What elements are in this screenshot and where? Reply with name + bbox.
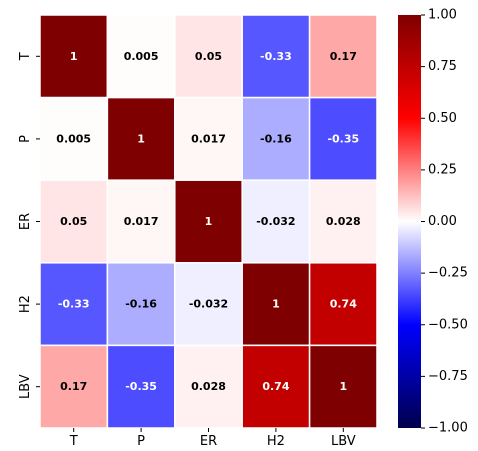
y-tick-label: LBV (18, 374, 33, 399)
cell-value-label: 0.005 (124, 50, 159, 63)
heatmap-cell-H2-H2 (241, 262, 311, 347)
heatmap-cell-LBV-T (39, 344, 109, 429)
x-tick-label: T (69, 434, 78, 449)
heatmap-cell-ER-P (106, 179, 176, 264)
colorbar-tick-label: −1.00 (428, 421, 468, 436)
cell-value-label: 1 (205, 215, 213, 228)
cell-value-label: -0.33 (58, 298, 90, 311)
colorbar-tick-label: 0.00 (428, 214, 457, 229)
heatmap-cell-P-LBV (308, 96, 378, 181)
x-tick-label: LBV (331, 434, 356, 449)
colorbar-gradient (398, 15, 421, 428)
x-tick-label: ER (200, 434, 217, 449)
colorbar: 1.00 0.75 0.50 0.25 0.00 −0.25 −0.50 −0.75 −1.00 (398, 8, 468, 436)
colorbar-tick-label: 0.50 (428, 111, 457, 126)
cell-value-label: -0.35 (327, 132, 359, 145)
cell-value-label: 0.005 (56, 132, 91, 145)
cell-value-label: 0.017 (124, 215, 159, 228)
y-tick-label: P (18, 135, 33, 143)
cell-value-label: 0.05 (195, 50, 222, 63)
y-tick-label: T (18, 52, 33, 61)
heatmap-cell-H2-LBV (308, 262, 378, 347)
heatmap-cell-T-ER (174, 14, 243, 99)
cell-value-label: -0.16 (125, 298, 157, 311)
y-axis: T P ER H2 LBV (18, 52, 40, 399)
colorbar-tick-label: −0.75 (428, 369, 468, 384)
cell-value-label: 0.028 (326, 215, 361, 228)
heatmap-cell-T-T (39, 14, 109, 99)
cell-value-label: -0.33 (260, 50, 292, 63)
cell-value-label: 1 (272, 298, 280, 311)
x-tick-label: H2 (267, 434, 285, 449)
x-tick-label: P (137, 434, 145, 449)
cell-value-label: -0.032 (189, 298, 228, 311)
cell-value-label: -0.032 (256, 215, 295, 228)
colorbar-tick-label: −0.50 (428, 317, 468, 332)
colorbar-tick-label: −0.25 (428, 266, 468, 281)
x-axis: T P ER H2 LBV (69, 428, 356, 449)
y-tick-label: H2 (18, 295, 33, 313)
cell-value-label: -0.35 (125, 380, 157, 393)
heatmap-cell-H2-ER (174, 262, 243, 347)
heatmap-cell-H2-P (106, 262, 176, 347)
cell-value-label: 0.17 (330, 50, 357, 63)
colorbar-ticks: 1.00 0.75 0.50 0.25 0.00 −0.25 −0.50 −0.75 −1.00 (421, 8, 468, 436)
heatmap-cells: 1 0.005 0.05 -0.33 0.17 0.005 1 0.017 -0.16 -0.35… (39, 14, 378, 429)
cell-value-label: 0.028 (191, 380, 226, 393)
heatmap-cell-T-P (106, 14, 176, 99)
heatmap-cell-LBV-ER (174, 344, 243, 429)
colorbar-tick-label: 1.00 (428, 8, 457, 23)
cell-value-label: 1 (70, 50, 78, 63)
colorbar-tick-label: 0.25 (428, 162, 457, 177)
cell-value-label: -0.16 (260, 132, 292, 145)
cell-value-label: 0.17 (60, 380, 87, 393)
y-tick-label: ER (18, 213, 33, 230)
cell-value-label: 0.017 (191, 132, 226, 145)
cell-value-label: 0.74 (330, 298, 357, 311)
heatmap-cell-ER-H2 (241, 179, 311, 264)
heatmap-cell-P-ER (174, 96, 243, 181)
cell-value-label: 1 (137, 132, 145, 145)
cell-value-label: 0.74 (262, 380, 289, 393)
heatmap-cell-LBV-P (106, 344, 176, 429)
cell-value-label: 0.05 (60, 215, 87, 228)
cell-value-label: 1 (339, 380, 347, 393)
colorbar-tick-label: 0.75 (428, 59, 457, 74)
